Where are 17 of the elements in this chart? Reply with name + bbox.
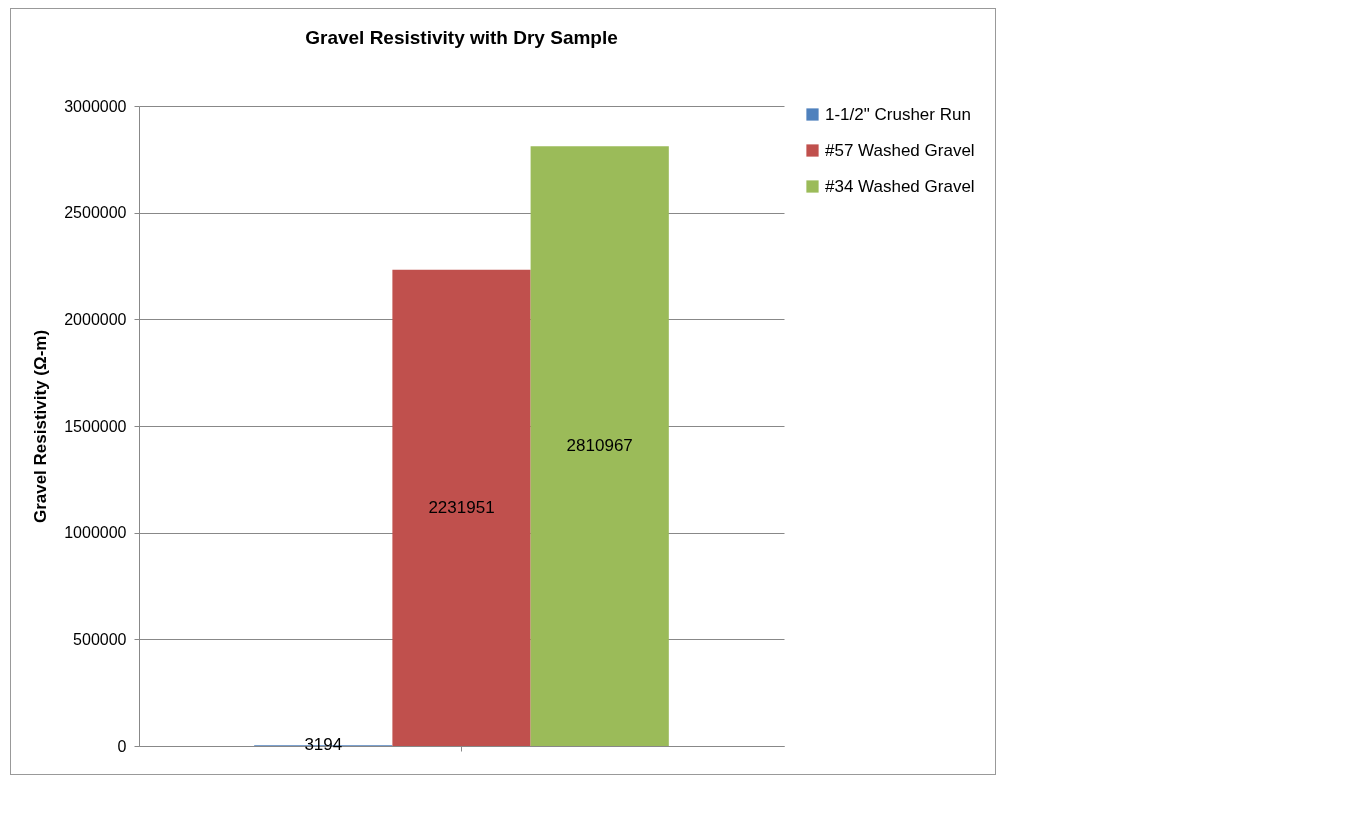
y-tick-label: 500000 <box>73 630 127 648</box>
data-label: 3194 <box>304 735 343 755</box>
y-tick-label: 0 <box>117 737 127 755</box>
legend-label: #57 Washed Gravel <box>825 140 975 160</box>
chart-title: Gravel Resistivity with Dry Sample <box>305 27 618 48</box>
y-axis-title: Gravel Resistivity (Ω-m) <box>31 329 51 524</box>
y-tick-label: 1000000 <box>64 524 127 542</box>
legend-label: 1-1/2" Crusher Run <box>825 104 971 124</box>
y-tick-label: 3000000 <box>64 97 127 115</box>
bar <box>530 146 669 746</box>
legend-label: #34 Washed Gravel <box>825 176 975 196</box>
data-label: 2810967 <box>566 436 633 456</box>
y-tick-label: 2000000 <box>64 310 127 328</box>
y-tick-label: 2500000 <box>64 204 127 222</box>
bar <box>392 269 531 746</box>
y-tick-label: 1500000 <box>64 417 127 435</box>
data-label: 2231951 <box>428 497 495 517</box>
